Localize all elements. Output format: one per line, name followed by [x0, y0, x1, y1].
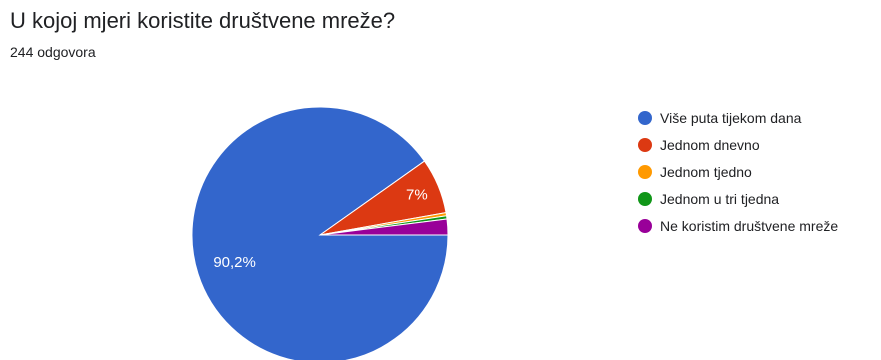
pie-slice[interactable] — [191, 106, 449, 360]
slice-data-label: 90,2% — [213, 254, 256, 271]
legend-label: Ne koristim društvene mreže — [660, 217, 839, 234]
legend-item[interactable]: Jednom u tri tjedna — [638, 185, 838, 212]
legend-item[interactable]: Više puta tijekom dana — [638, 104, 838, 131]
legend-swatch — [638, 137, 652, 152]
legend-swatch — [638, 164, 652, 179]
legend-swatch — [638, 191, 652, 206]
question-title: U kojoj mjeri koristite društvene mreže? — [10, 8, 396, 33]
legend-label: Jednom tjedno — [660, 163, 752, 180]
legend-label: Jednom dnevno — [660, 136, 760, 153]
legend-swatch — [638, 110, 652, 125]
response-count: 244 odgovora — [10, 44, 96, 60]
slice-data-label: 7% — [406, 187, 428, 204]
legend-label: Više puta tijekom dana — [660, 109, 802, 126]
legend-label: Jednom u tri tjedna — [660, 190, 780, 207]
legend-item[interactable]: Jednom dnevno — [638, 131, 838, 158]
legend-item[interactable]: Ne koristim društvene mreže — [638, 212, 838, 239]
legend-swatch — [638, 218, 652, 233]
pie-slice[interactable] — [319, 218, 449, 236]
legend-item[interactable]: Jednom tjedno — [638, 158, 838, 185]
chart-legend: Više puta tijekom dana Jednom dnevno Jedno… — [638, 104, 838, 239]
